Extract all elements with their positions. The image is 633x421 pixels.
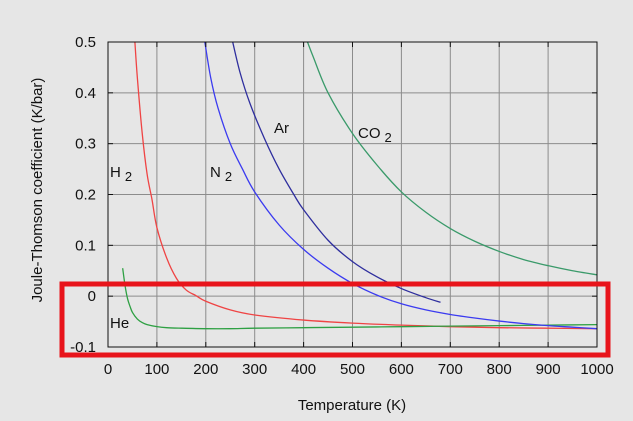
curves [122,41,598,330]
x-axis-title: Temperature (K) [298,397,406,414]
curve-ar [232,41,441,303]
y-tick-label: 0.4 [75,85,96,102]
x-tick-label: 0 [104,361,112,378]
y-tick-label: 0 [88,288,96,305]
highlight-box [59,281,611,358]
y-tick-label: 0.1 [75,237,96,254]
series-label-ar: Ar [274,120,289,137]
x-tick-label: 300 [242,361,267,378]
series-label-subscript: 2 [225,169,232,184]
x-tick-label: 1000 [580,361,613,378]
x-tick-label: 900 [536,361,561,378]
curve-co2 [306,41,598,276]
y-tick-label: 0.5 [75,34,96,51]
ticks: 0 100 200 300 400 500 600 700 800 900 1000 -0.1 0 0.1… [70,34,614,378]
curve-n2 [204,41,598,330]
y-tick-label: -0.1 [70,339,96,356]
series-label-he: He [110,315,129,332]
y-axis-title: Joule-Thomson coefficient (K/bar) [29,78,46,303]
x-tick-label: 600 [389,361,414,378]
y-tick-label: 0.2 [75,187,96,204]
x-tick-label: 400 [291,361,316,378]
x-tick-label: 800 [487,361,512,378]
x-tick-label: 500 [340,361,365,378]
x-tick-label: 200 [193,361,218,378]
grid [108,42,597,347]
x-tick-label: 100 [144,361,169,378]
series-label-subscript: 2 [385,130,392,145]
curve-he [122,268,598,330]
series-label-subscript: 2 [125,169,132,184]
x-tick-label: 700 [438,361,463,378]
y-tick-label: 0.3 [75,136,96,153]
